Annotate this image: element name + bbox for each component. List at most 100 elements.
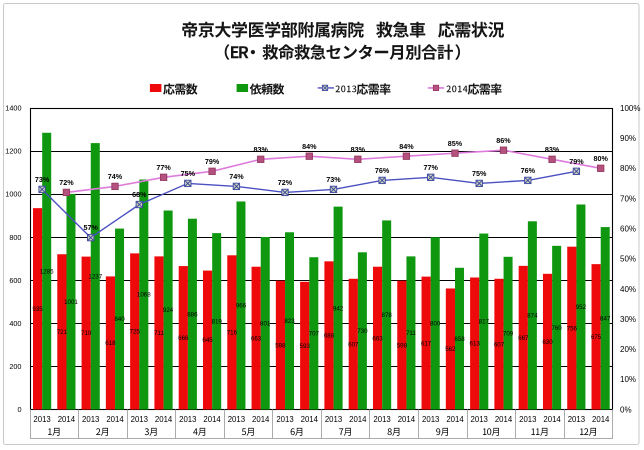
svg-text:84%: 84% xyxy=(302,142,317,151)
svg-text:593: 593 xyxy=(300,343,311,350)
svg-text:817: 817 xyxy=(479,319,490,326)
svg-text:50%: 50% xyxy=(620,255,636,264)
svg-text:801: 801 xyxy=(260,320,271,327)
svg-text:721: 721 xyxy=(57,329,68,336)
svg-text:819: 819 xyxy=(212,319,223,326)
svg-text:2014: 2014 xyxy=(203,415,221,424)
svg-text:667: 667 xyxy=(518,335,529,342)
svg-text:710: 710 xyxy=(81,330,92,337)
svg-text:86%: 86% xyxy=(496,136,511,145)
svg-text:80%: 80% xyxy=(620,164,636,173)
svg-text:2014: 2014 xyxy=(252,415,270,424)
svg-text:1001: 1001 xyxy=(64,299,78,306)
svg-text:90%: 90% xyxy=(620,134,636,143)
svg-text:600: 600 xyxy=(9,276,21,285)
svg-text:800: 800 xyxy=(430,321,441,328)
svg-text:952: 952 xyxy=(576,304,587,311)
svg-text:77%: 77% xyxy=(424,163,439,172)
svg-text:725: 725 xyxy=(130,329,141,336)
svg-text:711: 711 xyxy=(154,330,164,337)
svg-text:607: 607 xyxy=(348,341,359,348)
svg-text:924: 924 xyxy=(163,307,174,314)
svg-text:847: 847 xyxy=(600,316,611,323)
svg-text:800: 800 xyxy=(9,233,21,242)
svg-text:30%: 30% xyxy=(620,315,636,324)
svg-text:80%: 80% xyxy=(594,154,609,163)
svg-text:598: 598 xyxy=(397,342,408,349)
svg-text:711: 711 xyxy=(406,330,416,337)
svg-text:70%: 70% xyxy=(620,194,636,203)
svg-text:1400: 1400 xyxy=(5,104,21,113)
svg-text:2013: 2013 xyxy=(325,415,342,424)
svg-text:598: 598 xyxy=(275,342,286,349)
svg-text:2014: 2014 xyxy=(495,415,513,424)
svg-text:73%: 73% xyxy=(326,175,341,184)
svg-text:77%: 77% xyxy=(156,163,171,172)
svg-text:2014: 2014 xyxy=(58,415,76,424)
svg-text:1237: 1237 xyxy=(88,274,102,281)
svg-text:74%: 74% xyxy=(229,172,244,181)
svg-text:76%: 76% xyxy=(375,166,390,175)
svg-text:10%: 10% xyxy=(620,375,636,384)
svg-text:645: 645 xyxy=(202,337,213,344)
svg-text:2014: 2014 xyxy=(155,415,173,424)
svg-text:874: 874 xyxy=(527,313,538,320)
svg-text:1068: 1068 xyxy=(137,292,151,299)
svg-text:84%: 84% xyxy=(399,142,414,151)
svg-text:73%: 73% xyxy=(35,175,50,184)
svg-text:666: 666 xyxy=(178,335,189,342)
svg-text:935: 935 xyxy=(32,306,43,313)
svg-text:618: 618 xyxy=(105,340,116,347)
svg-text:630: 630 xyxy=(542,339,553,346)
svg-text:1000: 1000 xyxy=(5,190,21,199)
svg-text:2014: 2014 xyxy=(106,415,124,424)
svg-text:72%: 72% xyxy=(278,178,293,187)
svg-text:709: 709 xyxy=(503,330,514,337)
svg-text:2013: 2013 xyxy=(82,415,99,424)
svg-text:20%: 20% xyxy=(620,345,636,354)
svg-text:60%: 60% xyxy=(620,225,636,234)
svg-text:1200: 1200 xyxy=(5,147,21,156)
svg-text:200: 200 xyxy=(9,362,21,371)
svg-text:688: 688 xyxy=(324,333,335,340)
svg-text:2014: 2014 xyxy=(592,415,610,424)
svg-text:2013: 2013 xyxy=(131,415,148,424)
svg-text:2013: 2013 xyxy=(568,415,585,424)
svg-text:75%: 75% xyxy=(472,169,487,178)
svg-text:663: 663 xyxy=(251,335,262,342)
svg-text:663: 663 xyxy=(372,335,383,342)
svg-text:823: 823 xyxy=(284,318,295,325)
svg-text:617: 617 xyxy=(421,340,432,347)
svg-text:878: 878 xyxy=(382,312,393,319)
svg-text:2013: 2013 xyxy=(33,415,50,424)
svg-text:75%: 75% xyxy=(181,169,196,178)
svg-text:2013: 2013 xyxy=(228,415,245,424)
svg-text:613: 613 xyxy=(470,341,481,348)
svg-text:2013: 2013 xyxy=(179,415,196,424)
svg-text:72%: 72% xyxy=(59,178,74,187)
svg-text:83%: 83% xyxy=(254,145,269,154)
svg-text:840: 840 xyxy=(114,316,125,323)
svg-text:607: 607 xyxy=(494,341,505,348)
svg-text:2014: 2014 xyxy=(349,415,367,424)
svg-text:1285: 1285 xyxy=(40,268,54,275)
svg-text:79%: 79% xyxy=(205,157,220,166)
svg-text:2014: 2014 xyxy=(301,415,319,424)
svg-text:68%: 68% xyxy=(132,190,147,199)
svg-text:74%: 74% xyxy=(108,172,123,181)
svg-text:716: 716 xyxy=(227,330,238,337)
svg-text:2014: 2014 xyxy=(543,415,561,424)
svg-text:2013: 2013 xyxy=(373,415,390,424)
svg-text:2014: 2014 xyxy=(398,415,416,424)
svg-text:400: 400 xyxy=(9,319,21,328)
svg-text:675: 675 xyxy=(591,334,602,341)
svg-text:562: 562 xyxy=(445,346,456,353)
svg-text:2013: 2013 xyxy=(519,415,536,424)
svg-text:83%: 83% xyxy=(545,145,560,154)
svg-text:730: 730 xyxy=(357,328,368,335)
svg-text:0: 0 xyxy=(17,405,21,414)
svg-text:100%: 100% xyxy=(620,104,640,113)
svg-text:0%: 0% xyxy=(620,405,632,414)
svg-text:658: 658 xyxy=(454,336,465,343)
svg-text:756: 756 xyxy=(567,325,578,332)
